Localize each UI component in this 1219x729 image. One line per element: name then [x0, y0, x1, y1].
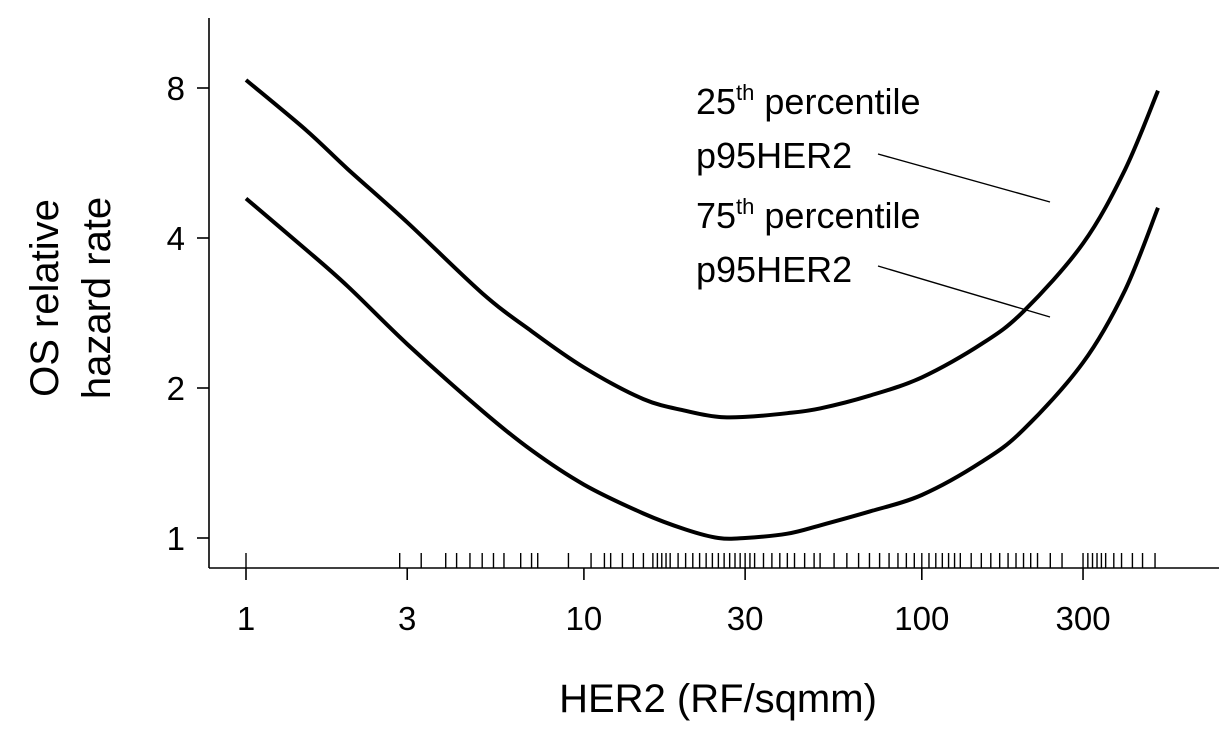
x-axis-label: HER2 (RF/sqmm)	[559, 677, 877, 721]
x-tick-label: 10	[566, 600, 603, 637]
annotation-label-line-2: p95HER2	[696, 249, 852, 290]
x-tick-label: 30	[727, 600, 764, 637]
series-lines	[244, 78, 1160, 541]
annotation-label-line-1: 75th percentile	[696, 194, 921, 236]
x-tick-label: 300	[1056, 600, 1111, 637]
series-line-1	[244, 78, 1160, 420]
y-axis-label-line-1: OS relative	[23, 199, 67, 397]
annotation-label-line-2: p95HER2	[696, 135, 852, 176]
rug-plot	[245, 553, 1156, 568]
series-line-2	[244, 196, 1160, 541]
y-tick-label: 1	[167, 520, 185, 557]
annotation-label-line-1: 25th percentile	[696, 80, 921, 122]
x-tick-label: 3	[398, 600, 416, 637]
y-axis-label-line-2: hazard rate	[75, 197, 119, 399]
y-tick-label: 4	[167, 220, 185, 257]
y-tick-label: 8	[167, 70, 185, 107]
x-tick-label: 1	[237, 600, 255, 637]
annotation-leader-line	[877, 265, 1051, 318]
y-tick-label: 2	[167, 370, 185, 407]
x-tick-label: 100	[894, 600, 949, 637]
annotation-leader-line	[877, 153, 1051, 203]
